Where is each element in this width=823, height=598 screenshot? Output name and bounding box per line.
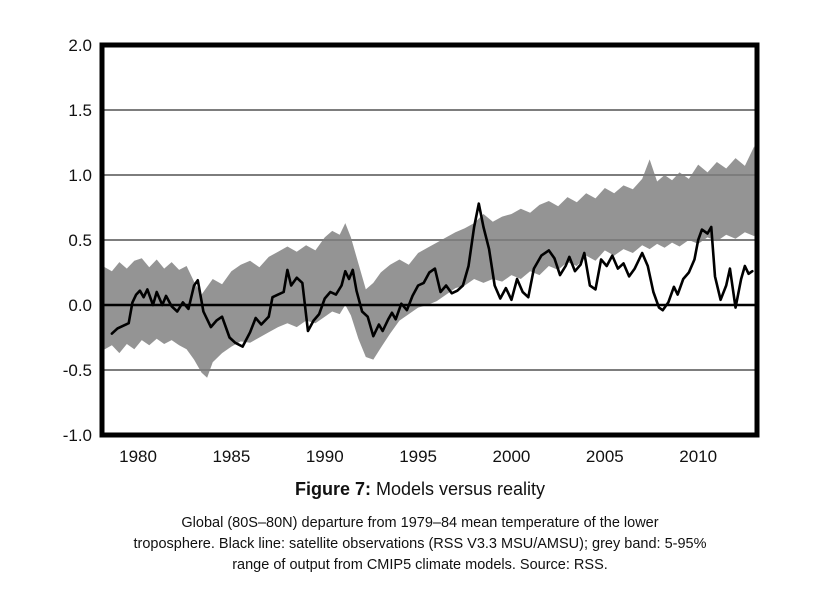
y-axis-tick-label: 0.5: [68, 231, 92, 250]
y-axis-tick-label: -1.0: [63, 426, 92, 445]
y-axis-tick-label: -0.5: [63, 361, 92, 380]
observations-line: [110, 202, 754, 348]
figure-title: Figure 7: Models versus reality: [60, 479, 780, 500]
figure-caption: Global (80S–80N) departure from 1979–84 …: [40, 513, 800, 576]
figure-title-text: Models versus reality: [370, 479, 546, 499]
caption-line: troposphere. Black line: satellite obser…: [133, 536, 707, 552]
caption-line: Global (80S–80N) departure from 1979–84 …: [181, 515, 659, 531]
models-vs-reality-chart: 2.0 1.5 1.0 0.5 0.0 -0.5 -1.0 1980 1985 1990 1995 2…: [63, 36, 760, 466]
figure-7-chart-area: 2.0 1.5 1.0 0.5 0.0 -0.5 -1.0 1980 1985 1990 1995 2…: [63, 36, 760, 466]
caption-line: range of output from CMIP5 climate model…: [232, 557, 608, 573]
x-axis-tick-label: 2000: [493, 447, 531, 466]
y-axis-tick-label: 2.0: [68, 36, 92, 55]
x-axis-tick-label: 1980: [119, 447, 157, 466]
cmip5-model-band: [102, 146, 757, 378]
x-axis-tick-label: 1985: [212, 447, 250, 466]
x-axis-tick-label: 2010: [679, 447, 717, 466]
y-axis-tick-label: 1.5: [68, 101, 92, 120]
x-axis-tick-label: 1995: [399, 447, 437, 466]
plot-frame: [99, 42, 760, 438]
y-axis-tick-label: 1.0: [68, 166, 92, 185]
x-axis-tick-label: 1990: [306, 447, 344, 466]
x-axis-tick-label: 2005: [586, 447, 624, 466]
figure-number-label: Figure 7:: [294, 479, 371, 499]
y-axis-tick-label: 0.0: [68, 296, 92, 315]
